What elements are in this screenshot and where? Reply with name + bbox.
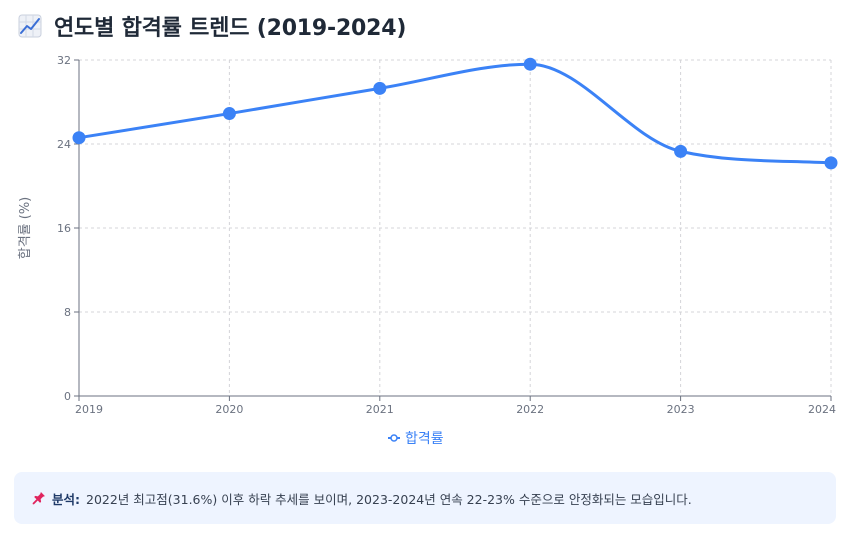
data-point xyxy=(824,156,838,170)
y-tick-label: 0 xyxy=(64,390,71,403)
note-text: 2022년 최고점(31.6%) 이후 하락 추세를 보이며, 2023-202… xyxy=(86,491,692,507)
series-line xyxy=(78,62,832,165)
line-chart: 0 8 16 24 32 2019 2020 2021 2022 2023 2024 합격률 (%) 합… xyxy=(18,54,838,447)
y-tick-label: 24 xyxy=(57,138,71,151)
data-point xyxy=(373,81,387,95)
y-axis-label: 합격률 (%) xyxy=(18,197,33,260)
x-tick-label: 2022 xyxy=(516,403,544,416)
data-point xyxy=(222,107,236,121)
x-tick-label: 2020 xyxy=(215,403,243,416)
legend-label: 합격률 xyxy=(405,431,444,447)
y-tick-label: 16 xyxy=(57,222,71,235)
data-point xyxy=(72,131,86,145)
legend-marker xyxy=(390,434,398,442)
chart-increasing-icon xyxy=(18,14,42,38)
y-tick-label: 8 xyxy=(64,306,71,319)
analysis-note: 분석: 2022년 최고점(31.6%) 이후 하락 추세를 보이며, 2023… xyxy=(14,472,836,524)
note-label: 분석: xyxy=(52,491,80,507)
x-tick-label: 2023 xyxy=(667,403,695,416)
data-point xyxy=(523,57,537,71)
x-tick-label: 2024 xyxy=(808,403,836,416)
x-tick-label: 2019 xyxy=(75,403,103,416)
x-tick-label: 2021 xyxy=(366,403,394,416)
data-point xyxy=(674,144,688,158)
page-title: 연도별 합격률 트렌드 (2019-2024) xyxy=(54,16,407,41)
title-row: 연도별 합격률 트렌드 (2019-2024) xyxy=(18,8,406,44)
pushpin-icon xyxy=(32,492,45,505)
y-tick-label: 32 xyxy=(57,54,71,67)
